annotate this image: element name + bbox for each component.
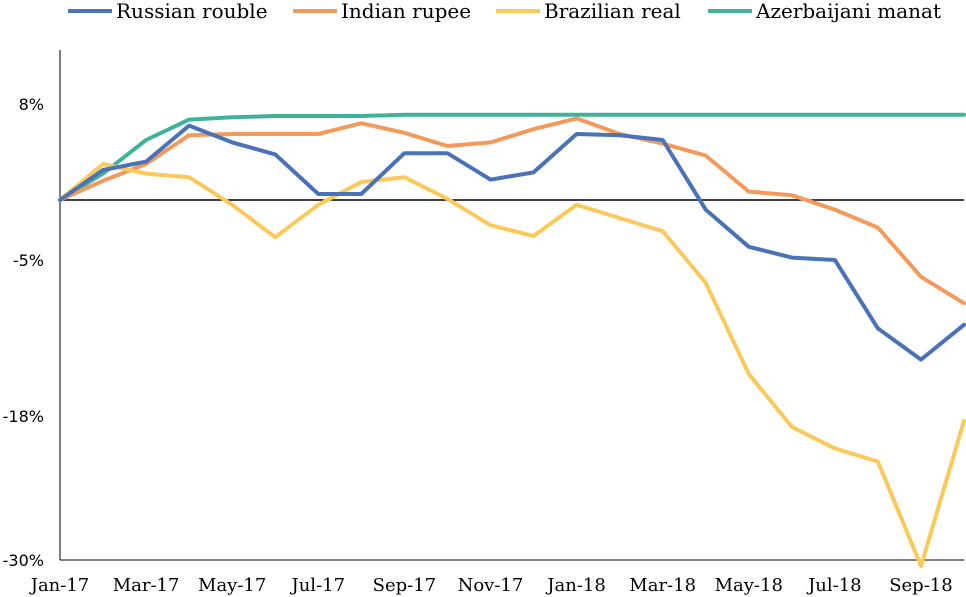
y-tick-label: -5% [13,251,44,270]
x-tick-label: Mar-17 [113,575,180,596]
x-tick-label: Jul-17 [290,575,346,596]
y-axis-ticks: 8% -5% -18% -30% [3,95,44,570]
series-line-indian-rupee [58,116,966,306]
series-line-azerbaijani-manat [58,112,966,202]
x-tick-label: Sep-17 [373,575,437,596]
legend-label-brazilian-real: Brazilian real [544,0,681,23]
legend-label-russian-rouble: Russian rouble [116,0,268,23]
x-tick-label: Jan-17 [29,575,90,596]
x-tick-label: Nov-17 [458,575,524,596]
x-tick-label: Mar-18 [629,575,696,596]
series-lines [58,112,966,568]
legend-label-indian-rupee: Indian rupee [341,0,471,23]
legend-item-russian-rouble: Russian rouble [68,0,268,23]
x-tick-label: Jul-18 [806,575,862,596]
x-tick-label: Jan-18 [545,575,606,596]
series-line-russian-rouble [58,123,966,362]
x-tick-label: Sep-18 [889,575,953,596]
legend-label-azerbaijani-manat: Azerbaijani manat [755,0,941,23]
y-tick-label: -30% [3,551,44,570]
legend-item-indian-rupee: Indian rupee [293,0,471,23]
series-line-brazilian-real [58,162,966,568]
x-axis-ticks: Jan-17 Mar-17 May-17 Jul-17 Sep-17 Nov-17 Jan-… [29,575,953,596]
x-tick-label: May-17 [198,575,266,596]
chart-legend: Russian rouble Indian rupee Brazilian re… [68,0,941,23]
legend-item-brazilian-real: Brazilian real [496,0,681,23]
y-tick-label: -18% [3,407,44,426]
x-tick-label: May-18 [715,575,783,596]
legend-item-azerbaijani-manat: Azerbaijani manat [708,0,941,23]
y-tick-label: 8% [19,95,44,114]
